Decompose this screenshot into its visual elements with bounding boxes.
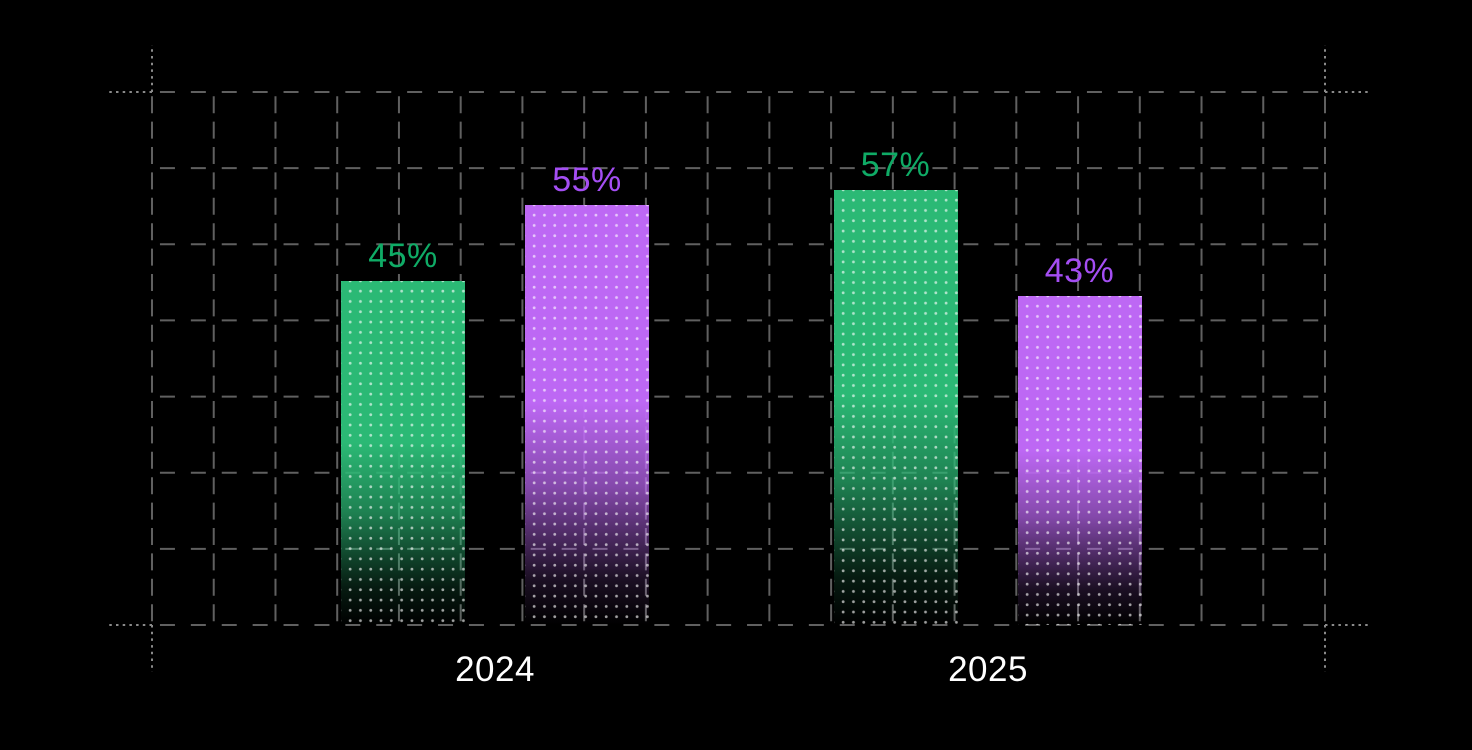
- x-axis-label-2024: 2024: [455, 650, 535, 689]
- value-label-2024-purple-series: 55%: [552, 161, 622, 199]
- x-axis-label-2025: 2025: [948, 650, 1028, 689]
- bar-2024-green-series: [341, 281, 465, 625]
- bar-2025-green-series: [833, 190, 958, 625]
- bar-2025-purple-series: [1017, 296, 1142, 625]
- value-label-2025-green-series: 57%: [860, 146, 931, 184]
- value-label-2025-purple-series: 43%: [1044, 252, 1115, 290]
- bar-2024-purple-series: [525, 205, 649, 625]
- value-label-2024-green-series: 45%: [368, 237, 438, 275]
